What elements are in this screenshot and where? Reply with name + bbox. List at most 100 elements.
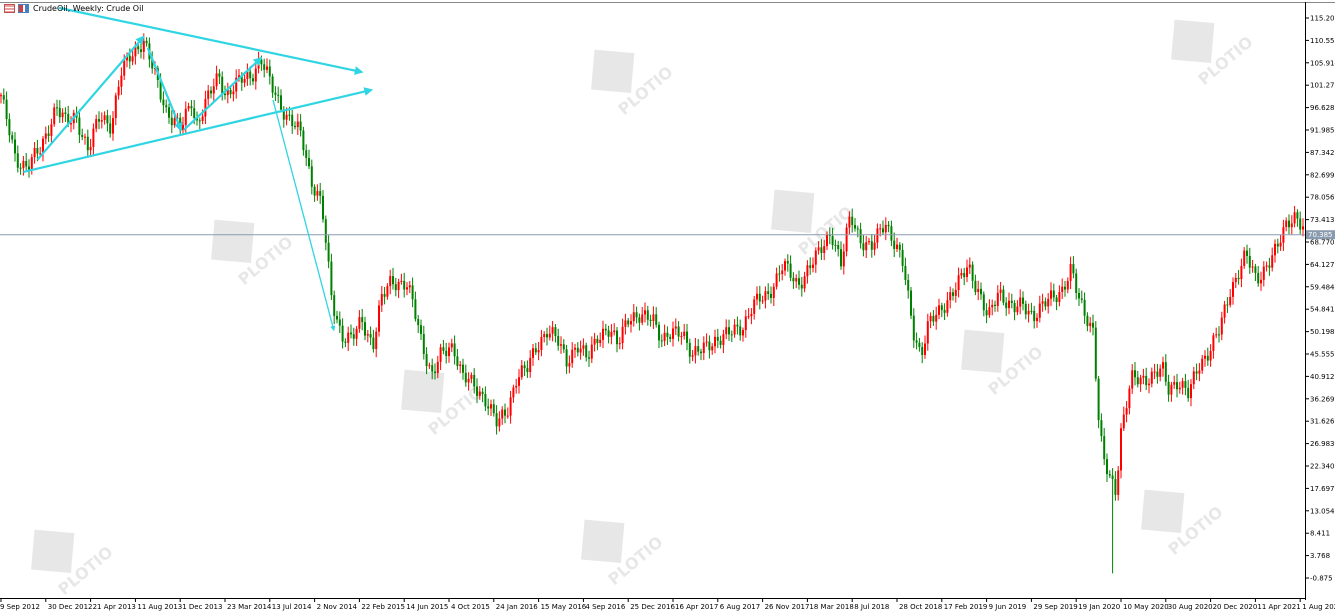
candle-body	[560, 344, 562, 346]
x-tick-label: 4 Sep 2016	[585, 603, 625, 611]
candle-body	[590, 344, 593, 359]
y-tick-label: -0.875	[1310, 575, 1333, 583]
trendline[interactable]	[23, 87, 374, 173]
candle-body	[518, 377, 520, 386]
y-tick-label: 82.699	[1310, 171, 1335, 179]
candle-body	[803, 276, 806, 289]
candle-body	[442, 347, 445, 351]
arrow-annotation[interactable]	[36, 35, 145, 161]
candle-body	[546, 334, 548, 338]
candle-body	[33, 148, 36, 158]
candle-body	[229, 89, 232, 95]
watermark-logo: PLOTIO	[961, 329, 1047, 399]
candle-body	[1156, 371, 1159, 377]
candle-body	[103, 115, 106, 121]
candle-body	[551, 327, 554, 334]
candle-body	[680, 336, 683, 338]
candle-body	[506, 415, 509, 417]
y-tick-label: 31.626	[1310, 418, 1335, 426]
candle-body	[120, 75, 123, 87]
candle-body	[313, 186, 316, 196]
candle-body	[1078, 293, 1080, 299]
x-tick-label: 6 Aug 2017	[720, 603, 760, 611]
candle-body	[669, 336, 672, 339]
candle-body	[30, 157, 33, 170]
candle-body	[1167, 381, 1170, 395]
candle-body	[464, 372, 467, 383]
candle-body	[593, 338, 596, 345]
candle-body	[842, 251, 845, 267]
x-tick-label: 30 Dec 2012	[48, 603, 93, 611]
candle-body	[1212, 335, 1215, 351]
y-tick-label: 36.269	[1310, 395, 1335, 403]
candle-body	[126, 55, 128, 61]
candle-body	[1173, 382, 1176, 385]
candle-body	[8, 119, 11, 136]
candle-body	[1050, 290, 1052, 299]
candle-body	[224, 93, 226, 96]
candle-body	[784, 261, 786, 271]
candle-body	[1080, 298, 1083, 300]
candle-body	[1089, 322, 1092, 327]
candle-body	[106, 115, 109, 124]
arrow-annotation[interactable]	[272, 99, 336, 332]
candle-body	[386, 286, 389, 297]
candle-body	[235, 77, 238, 92]
watermark-diamond	[771, 189, 815, 234]
candle-body	[750, 313, 753, 317]
candle-body	[406, 287, 408, 290]
candle-body	[879, 228, 882, 230]
candle-body	[851, 216, 854, 225]
candle-body	[81, 134, 84, 138]
candle-body	[445, 350, 448, 357]
candle-body	[764, 291, 767, 301]
arrow-annotation[interactable]	[146, 47, 183, 132]
y-axis: 115.200 110.557 105.914 101.271 96.628 91.985…	[1305, 15, 1335, 583]
candle-body	[1086, 315, 1089, 327]
x-tick-label: 14 Jun 2015	[406, 603, 448, 611]
candle-body	[1016, 306, 1019, 313]
candle-body	[361, 317, 364, 323]
candle-body	[613, 330, 616, 333]
candle-body	[1058, 291, 1061, 302]
candle-body	[369, 334, 372, 338]
watermark-diamond	[211, 219, 255, 264]
candle-body	[652, 314, 655, 321]
candle-body	[11, 135, 14, 140]
candle-body	[140, 49, 142, 52]
candle-body	[1134, 370, 1136, 378]
candle-body	[988, 307, 991, 316]
arrow-annotation[interactable]	[183, 56, 263, 131]
candle-body	[1092, 322, 1094, 328]
candle-body	[16, 153, 19, 168]
candle-body	[739, 326, 742, 336]
candle-body	[1055, 297, 1058, 302]
candle-body	[837, 245, 840, 250]
x-tick-label: 11 Aug 2013	[137, 603, 182, 611]
candle-body	[882, 228, 884, 233]
candle-body	[1128, 388, 1131, 409]
candle-body	[268, 66, 271, 77]
candle-body	[672, 328, 674, 339]
trend-annotations[interactable]	[23, 6, 374, 332]
trendline[interactable]	[58, 6, 364, 75]
chart-properties-icon[interactable]	[18, 4, 29, 13]
candle-body	[655, 314, 658, 325]
candle-body	[327, 242, 330, 262]
candle-body	[730, 334, 733, 336]
candle-body	[789, 263, 792, 278]
candle-body	[1061, 286, 1064, 292]
candle-body	[383, 294, 386, 297]
watermark-diamond	[1171, 19, 1215, 64]
candle-body	[372, 337, 375, 350]
candle-body	[352, 334, 355, 339]
candle-body	[907, 279, 910, 291]
candle-body	[1019, 297, 1022, 307]
candle-body	[968, 264, 971, 268]
candle-body	[462, 364, 464, 373]
x-tick-label: 11 Apr 2021	[1257, 603, 1300, 611]
y-tick-label: 3.768	[1310, 552, 1330, 560]
chart-list-icon[interactable]	[4, 4, 15, 13]
candle-body	[1047, 298, 1050, 307]
